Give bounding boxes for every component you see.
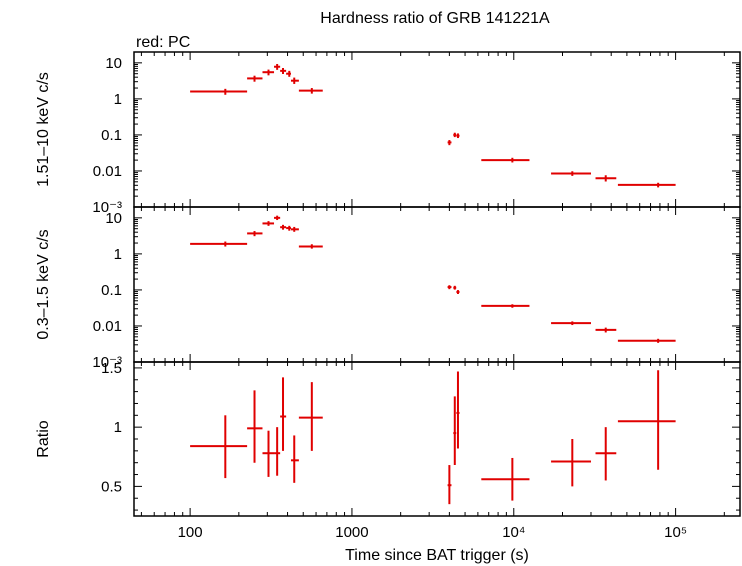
panel-hard-band: 10 1 0.1 0.01 10⁻³ 1.51–10 keV c/s <box>35 51 741 216</box>
data-point <box>617 182 676 188</box>
x-tick-label: 1000 <box>335 524 368 541</box>
data-point <box>190 415 248 479</box>
data-point <box>447 285 452 290</box>
x-tick-label: 100 <box>178 524 203 541</box>
data-point <box>190 241 248 247</box>
data-point <box>286 70 291 77</box>
data-point <box>551 171 591 176</box>
y-tick-label: 0.01 <box>93 163 122 180</box>
data-point <box>247 231 263 237</box>
data-point <box>447 465 452 505</box>
data-point <box>247 75 263 82</box>
y-tick-label: 0.01 <box>93 318 122 335</box>
data-point <box>280 224 287 230</box>
y-axis-label-hard: 1.51–10 keV c/s <box>35 72 52 187</box>
data-point <box>298 244 323 249</box>
data-point <box>595 175 617 182</box>
data-point <box>290 435 299 483</box>
y-tick-label: 10 <box>105 55 122 72</box>
y-tick-label: 1 <box>114 419 122 436</box>
y-axis-label-soft: 0.3–1.5 keV c/s <box>35 229 52 339</box>
data-point <box>551 321 591 326</box>
y-tick-label: 0.5 <box>101 478 122 495</box>
plot-frame-soft <box>133 206 741 363</box>
data-point <box>262 69 275 76</box>
data-point <box>456 290 460 295</box>
x-axis-label: Time since BAT trigger (s) <box>345 547 529 564</box>
data-point <box>456 371 460 449</box>
y-axis-label-ratio: Ratio <box>35 420 52 457</box>
y-tick-label: 1 <box>114 246 122 263</box>
data-point <box>298 88 323 94</box>
data-point <box>298 382 323 451</box>
data-point <box>286 225 291 231</box>
x-tick-label: 10⁴ <box>502 524 525 541</box>
data-point <box>247 390 263 463</box>
data-point <box>456 133 460 139</box>
data-point <box>617 338 676 343</box>
data-point <box>481 304 530 308</box>
data-point <box>274 427 281 476</box>
data-point <box>190 88 248 95</box>
data-point <box>290 226 299 232</box>
y-tick-label: 0.1 <box>101 127 122 144</box>
data-point <box>453 132 457 138</box>
data-point <box>481 457 530 501</box>
chart-title: Hardness ratio of GRB 141221A <box>320 10 550 27</box>
data-point <box>481 157 530 163</box>
data-point <box>617 370 676 470</box>
data-point <box>274 63 281 70</box>
panel-soft-band: 10 1 0.1 0.01 10⁻³ 0.3–1.5 keV c/s <box>35 206 741 371</box>
y-tick-label: 1 <box>114 91 122 108</box>
data-point <box>290 77 299 84</box>
y-tick-label: 1.5 <box>101 360 122 377</box>
data-point <box>595 427 617 481</box>
data-point <box>595 327 617 333</box>
plot-frame-hard <box>133 51 741 208</box>
data-point <box>280 67 287 75</box>
y-tick-label: 0.1 <box>101 282 122 299</box>
y-tick-label: 10⁻³ <box>92 354 122 371</box>
data-point <box>551 439 591 487</box>
x-tick-label: 10⁵ <box>664 524 687 541</box>
y-tick-label: 10 <box>105 210 122 227</box>
data-point <box>453 396 457 466</box>
data-point <box>262 430 275 477</box>
data-point <box>262 221 275 226</box>
panel-ratio: 0.5 1 1.5 Ratio 100 1000 10⁴ 10⁵ <box>35 360 741 541</box>
y-tick-label: 10⁻³ <box>92 199 122 216</box>
data-point <box>447 140 452 146</box>
data-point <box>453 285 457 290</box>
data-point <box>280 377 287 451</box>
data-point <box>274 215 281 221</box>
legend-note: red: PC <box>136 34 190 51</box>
